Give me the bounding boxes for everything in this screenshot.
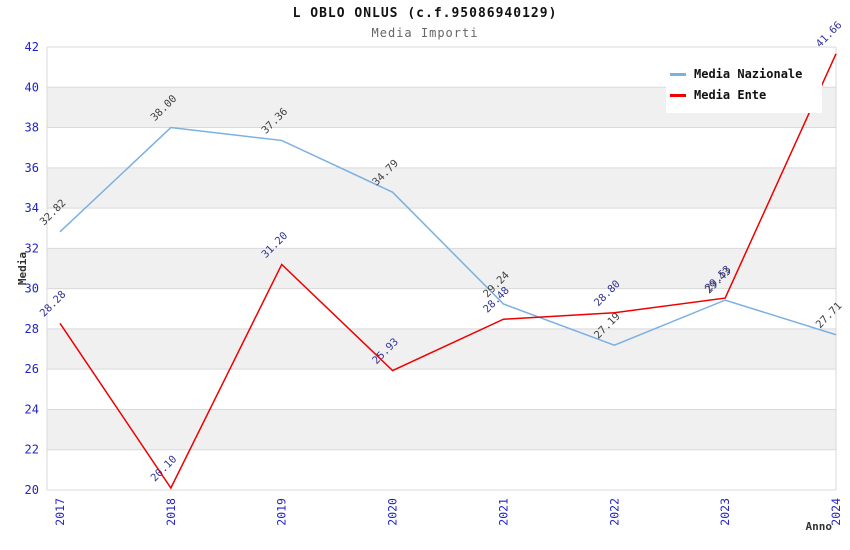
- svg-text:2023: 2023: [718, 498, 732, 526]
- gridlines: [46, 46, 837, 491]
- x-axis-title: Anno: [806, 520, 833, 533]
- svg-text:28: 28: [25, 322, 39, 336]
- y-axis-title: Media: [16, 252, 29, 285]
- svg-text:2017: 2017: [53, 498, 67, 526]
- svg-text:36: 36: [25, 161, 39, 175]
- legend: Media Nazionale Media Ente: [666, 58, 822, 113]
- svg-text:2021: 2021: [496, 498, 510, 526]
- svg-text:27.71: 27.71: [814, 300, 845, 331]
- chart-subtitle: Media Importi: [371, 26, 479, 40]
- svg-text:26: 26: [25, 362, 39, 376]
- svg-text:20: 20: [25, 483, 39, 497]
- svg-text:2020: 2020: [386, 498, 400, 526]
- chart-title: L OBLO ONLUS (c.f.95086940129): [292, 6, 558, 21]
- svg-text:34: 34: [25, 201, 39, 215]
- svg-text:42: 42: [25, 40, 39, 54]
- svg-text:2019: 2019: [275, 498, 289, 526]
- svg-text:22: 22: [25, 443, 39, 457]
- series-line-0: [59, 126, 837, 347]
- line-swatch-icon: [670, 72, 686, 76]
- legend-label: Media Ente: [694, 88, 767, 102]
- svg-text:2018: 2018: [164, 498, 178, 526]
- svg-text:32: 32: [25, 241, 39, 255]
- svg-text:30: 30: [25, 282, 39, 296]
- svg-text:41.66: 41.66: [814, 19, 845, 50]
- svg-text:24: 24: [25, 402, 39, 416]
- line-swatch-icon: [670, 93, 686, 97]
- legend-label: Media Nazionale: [694, 67, 803, 81]
- series-line-1: [59, 53, 837, 490]
- svg-text:2022: 2022: [607, 498, 621, 526]
- svg-text:38: 38: [25, 121, 39, 135]
- svg-text:40: 40: [25, 80, 39, 94]
- legend-item-media-ente[interactable]: Media Ente: [670, 88, 818, 102]
- y-axis-ticks: 20 22 24 26 28 30 32 34 36 38 40 42: [25, 40, 39, 497]
- svg-text:2024: 2024: [829, 498, 843, 526]
- svg-text:28.28: 28.28: [38, 289, 69, 320]
- legend-item-media-nazionale[interactable]: Media Nazionale: [670, 67, 818, 81]
- x-axis-ticks: 2017 2018 2019 2020 2021 2022 2023 2024: [53, 498, 843, 526]
- plot-bands: [47, 87, 836, 450]
